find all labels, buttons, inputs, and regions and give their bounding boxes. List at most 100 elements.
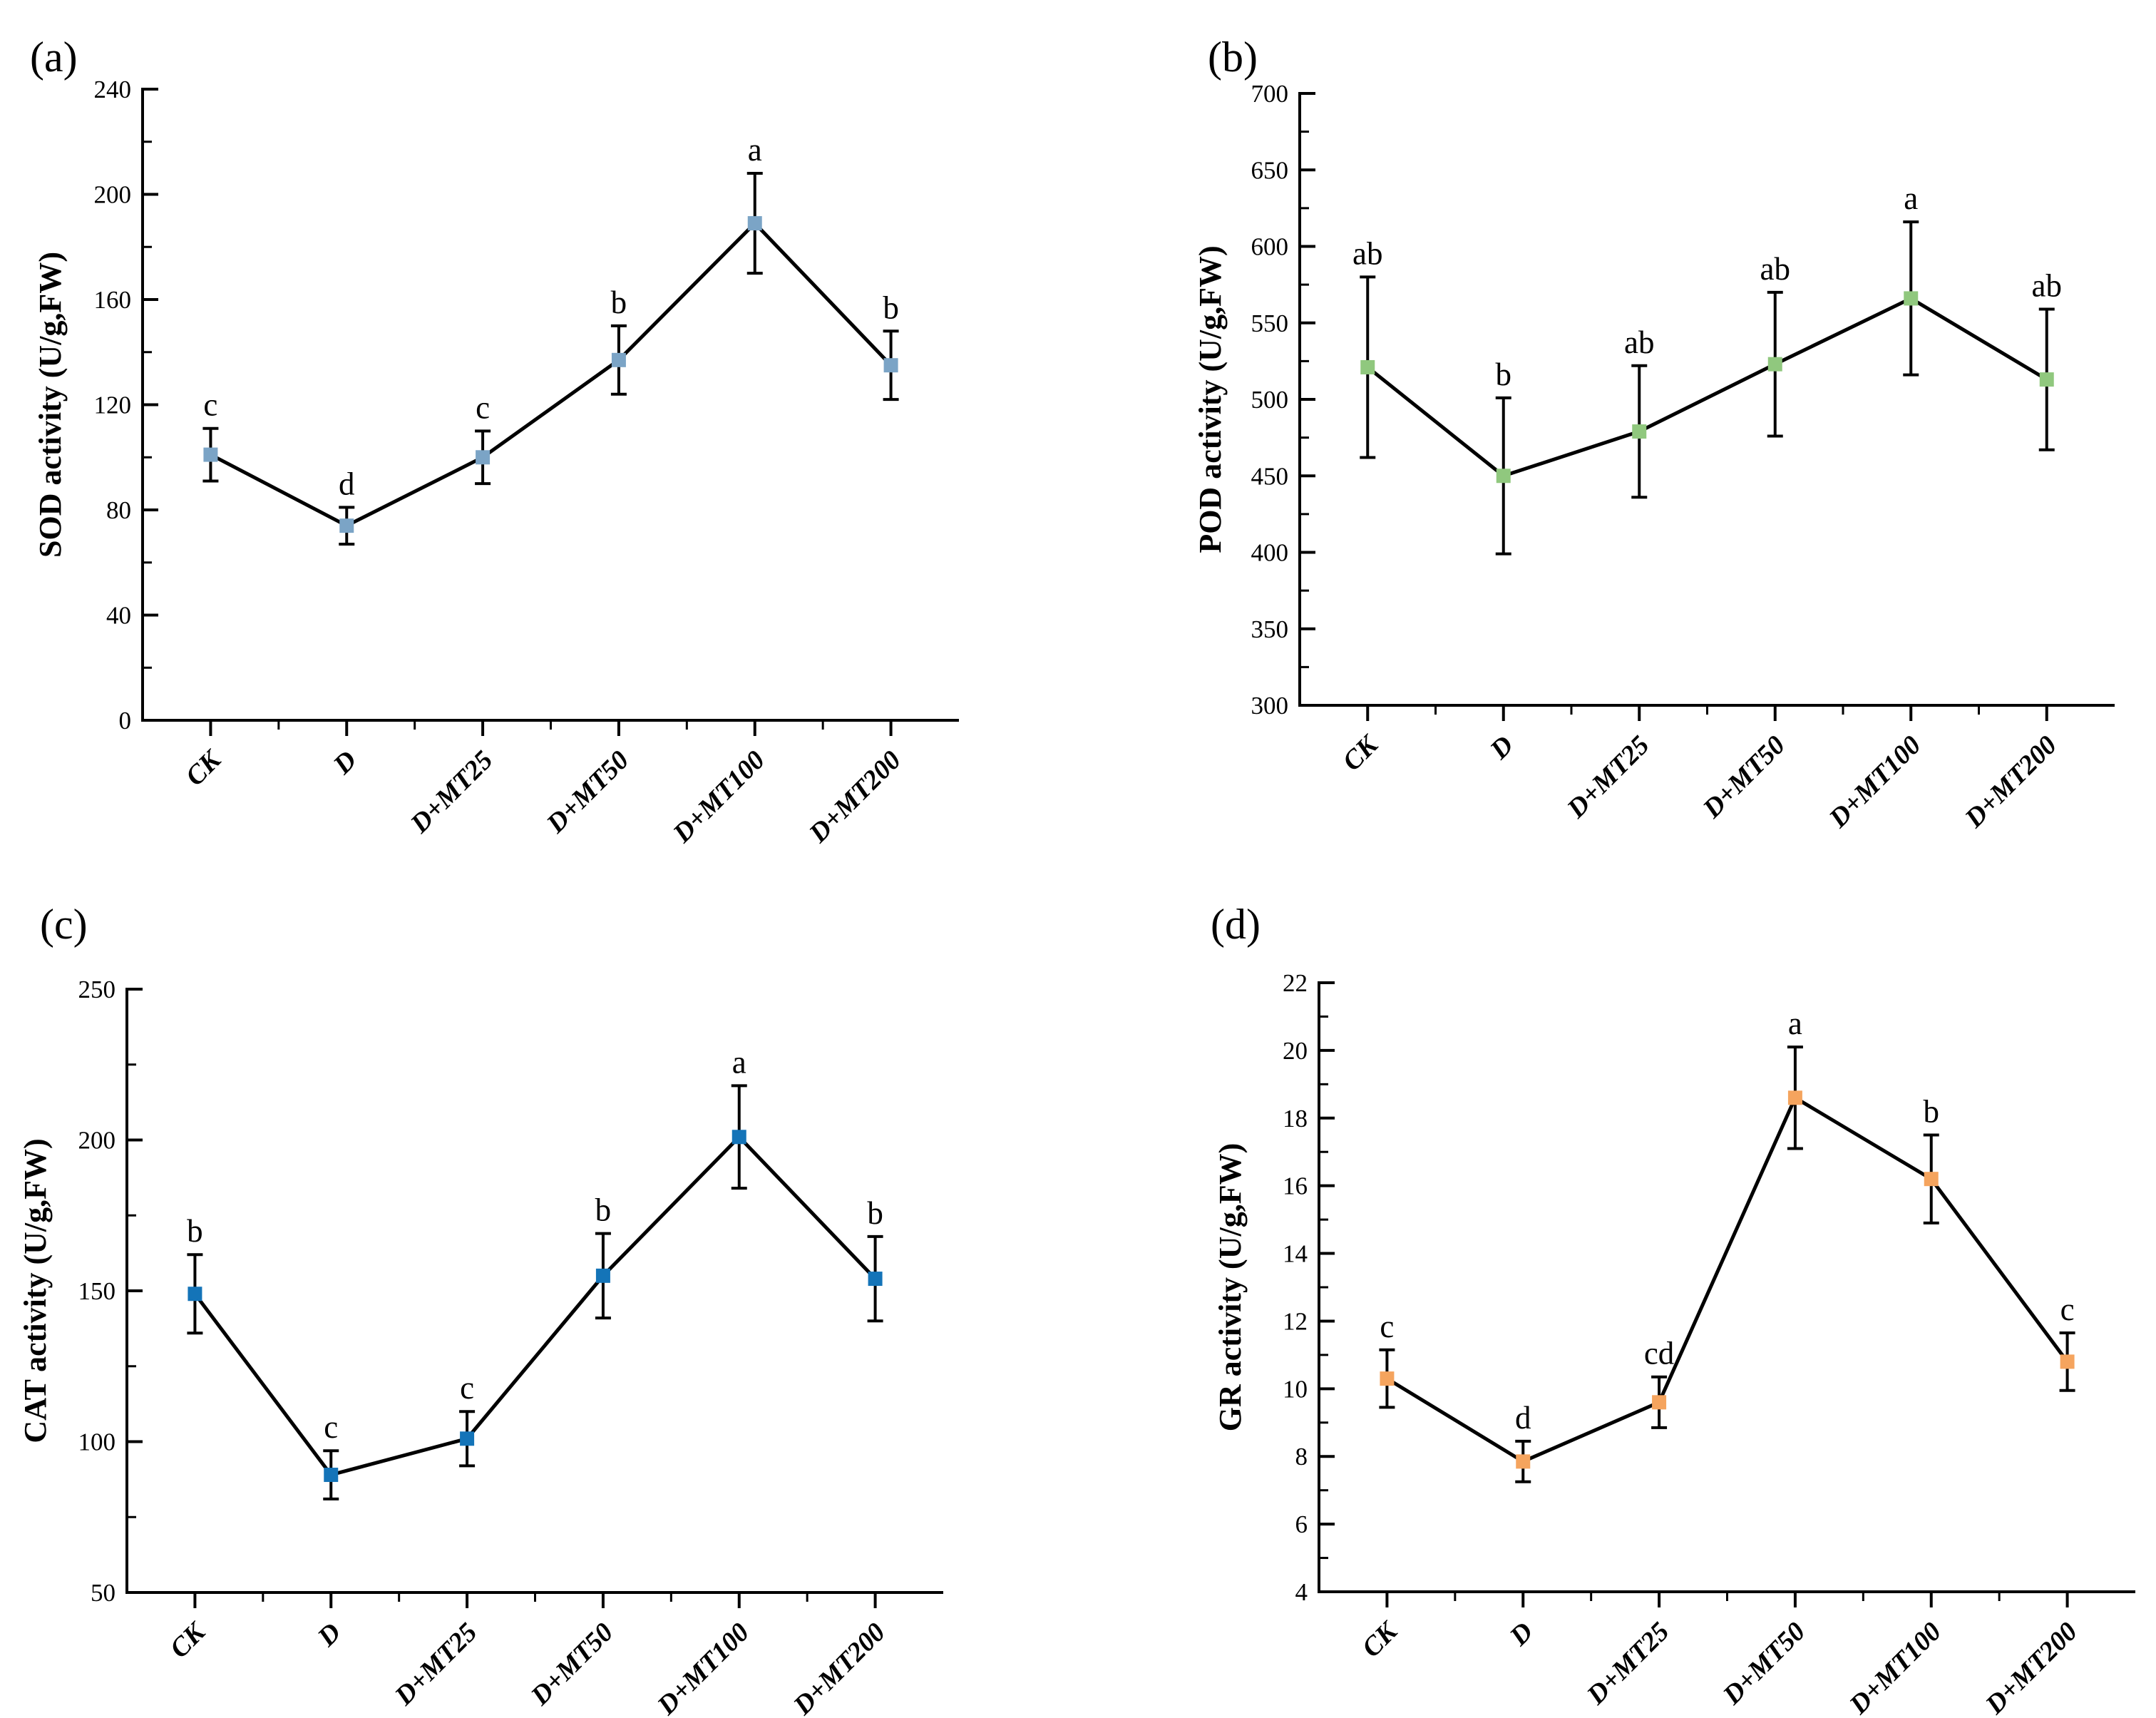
panel-tag: (b) [1208, 34, 1258, 81]
y-axis-title: GR activity (U/g,FW) [1213, 1143, 1248, 1431]
y-tick-label: 8 [1295, 1443, 1308, 1471]
data-point-marker [1380, 1371, 1395, 1386]
data-line [1386, 1095, 2069, 1464]
sig-letter: c [2060, 1292, 2075, 1327]
panel-tag: (c) [40, 901, 88, 948]
data-point-marker [732, 1130, 746, 1145]
y-tick-label: 650 [1251, 156, 1289, 184]
x-tick-label: D+MT25 [404, 745, 498, 839]
panel-tag: (a) [30, 34, 78, 81]
y-tick-label: 120 [94, 392, 132, 419]
y-tick-label: 20 [1283, 1037, 1308, 1065]
x-tick-label: CK [1356, 1615, 1404, 1663]
sig-letter: b [883, 290, 899, 325]
data-point-marker [2060, 1354, 2075, 1369]
panel-a-sod-chart: (a) 0 40 80 120 160 200 240 CK D D+MT25 D+MT50 D+MT1… [0, 0, 1078, 859]
sig-letter: ab [1760, 251, 1790, 287]
y-tick-label: 80 [106, 496, 131, 524]
sig-letter: b [1496, 357, 1512, 392]
y-axis-title: POD activity (U/g,FW) [1193, 245, 1228, 553]
y-tick-label: 18 [1283, 1105, 1308, 1132]
x-tick-label: D+MT50 [540, 745, 635, 839]
y-tick-label: 500 [1251, 386, 1289, 414]
pod-line-chart: (b) 300 350 400 450 500 550 600 650 700 CK D D+MT25 D… [1193, 34, 2115, 834]
x-tick-label: D+MT50 [1697, 730, 1791, 824]
y-tick-label: 160 [94, 286, 132, 314]
y-tick-label: 200 [94, 181, 132, 209]
sig-letter: b [1924, 1094, 1940, 1130]
sig-letter: a [732, 1044, 746, 1080]
sig-letter: b [611, 285, 627, 320]
y-tick-label: 150 [78, 1277, 116, 1305]
sig-letter: b [595, 1192, 612, 1228]
sig-letter: a [748, 132, 762, 168]
panel-b-pod-chart: (b) 300 350 400 450 500 550 600 650 700 CK D D+MT25 D… [1078, 0, 2156, 859]
x-tick-label: D+MT200 [787, 1617, 891, 1718]
y-tick-label: 450 [1251, 462, 1289, 490]
y-tick-label: 16 [1283, 1172, 1308, 1200]
y-axis-title: SOD activity (U/g,FW) [33, 252, 68, 558]
y-tick-label: 240 [94, 76, 132, 103]
data-point-marker [611, 352, 626, 367]
x-tick-label: D+MT100 [1843, 1617, 1947, 1718]
sig-letter: ab [1352, 235, 1382, 271]
data-point-marker [1767, 357, 1782, 372]
data-point-marker [476, 450, 491, 465]
data-line [1366, 296, 2048, 479]
data-point-marker [324, 1468, 339, 1483]
data-point-marker [1787, 1090, 1802, 1105]
sig-letter: a [1788, 1006, 1802, 1041]
x-tick-label: D+MT100 [651, 1617, 755, 1718]
x-tick-label: CK [164, 1616, 212, 1664]
x-tick-label: CK [180, 744, 227, 792]
x-tick-label: CK [1337, 729, 1385, 777]
data-point-marker [595, 1268, 610, 1283]
x-tick-label: D+MT100 [667, 745, 771, 849]
sig-letter: d [1515, 1400, 1531, 1436]
data-point-marker [1516, 1454, 1531, 1469]
sig-letter: c [1380, 1309, 1394, 1344]
y-tick-label: 200 [78, 1127, 116, 1155]
sig-letter: b [867, 1195, 883, 1231]
x-tick-label: D+MT25 [1581, 1617, 1675, 1711]
x-tick-label: D+MT200 [1959, 730, 2063, 834]
data-point-marker [1360, 359, 1375, 374]
y-tick-label: 100 [78, 1428, 116, 1456]
data-point-marker [188, 1287, 202, 1302]
panel-d-gr-chart: (d) 4 6 8 10 12 14 16 18 20 22 CK D D+MT25 D+MT50 D+MT1… [1078, 859, 2156, 1718]
x-tick-label: D+MT25 [389, 1617, 483, 1712]
sig-letter: ab [2032, 267, 2062, 303]
sig-letter: ab [1624, 324, 1654, 360]
sig-letter: cd [1644, 1336, 1674, 1371]
data-point-marker [1904, 291, 1919, 306]
y-tick-label: 250 [78, 976, 116, 1003]
data-point-marker [339, 518, 354, 533]
data-point-marker [1496, 469, 1511, 484]
gr-line-chart: (d) 4 6 8 10 12 14 16 18 20 22 CK D D+MT25 D+MT50 D+MT1… [1211, 901, 2135, 1718]
y-tick-label: 6 [1295, 1510, 1308, 1538]
y-tick-label: 0 [119, 707, 132, 735]
x-tick-label: D+MT200 [803, 745, 907, 849]
data-point-marker [460, 1431, 475, 1446]
x-tick-label: D+MT100 [1823, 730, 1927, 834]
y-tick-label: 4 [1295, 1578, 1308, 1606]
y-tick-label: 600 [1251, 233, 1289, 261]
y-tick-label: 50 [91, 1579, 115, 1607]
sig-letter: a [1904, 180, 1918, 216]
x-tick-label: D+MT50 [1717, 1617, 1811, 1711]
sig-letter: d [339, 466, 355, 501]
data-point-marker [2039, 372, 2054, 387]
data-point-marker [1632, 424, 1647, 439]
data-point-marker [1924, 1172, 1939, 1187]
sig-letter: b [187, 1213, 203, 1249]
y-tick-label: 300 [1251, 692, 1289, 720]
y-tick-label: 12 [1283, 1307, 1308, 1335]
data-point-marker [747, 216, 762, 231]
y-tick-label: 550 [1251, 310, 1289, 337]
x-tick-label: D [312, 1617, 347, 1653]
x-tick-label: D [1504, 1617, 1539, 1652]
x-tick-label: D [1484, 730, 1519, 766]
x-tick-label: D+MT200 [1979, 1617, 2083, 1718]
data-point-marker [1652, 1395, 1667, 1410]
